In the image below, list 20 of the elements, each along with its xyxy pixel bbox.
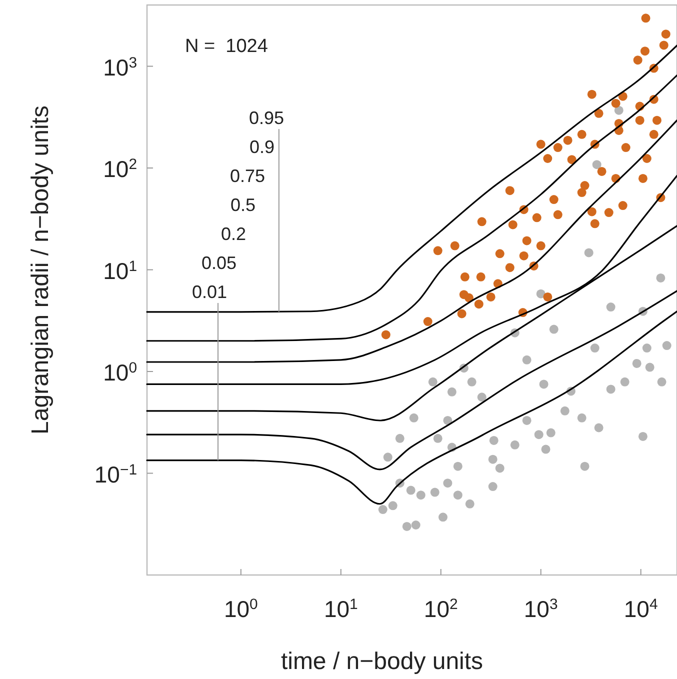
annotation: N = 1024 (185, 36, 268, 57)
x-axis-title: time / n−body units (280, 648, 484, 675)
y-tick-label: 10$^{2}$ (103, 156, 137, 182)
annotation: 0.95 (248, 108, 284, 128)
y-tick-label: 10$^{1}$ (103, 257, 137, 284)
x-tick-label: 10$^{3}$ (524, 596, 558, 622)
x-tick-label: 10$^{4}$ (624, 596, 658, 622)
y-tick-label: 10$^{0}$ (103, 359, 137, 386)
annotation: 0.9 (249, 137, 274, 157)
y-tick-label: 10$^{−1}$ (94, 460, 137, 488)
y-tick-label: 10$^{3}$ (103, 54, 137, 80)
annotation: 0.05 (201, 253, 236, 273)
y-axis-title: Lagrangian radii / n−body units (27, 106, 54, 434)
annotation: 0.75 (230, 166, 265, 186)
annotation: 0.5 (230, 195, 256, 215)
annotation: 0.2 (220, 224, 246, 244)
annotation: 0.01 (192, 282, 227, 302)
x-tick-label: 10$^{1}$ (324, 596, 358, 622)
x-tick-label: 10$^{2}$ (424, 596, 458, 622)
x-tick-label: 10$^{0}$ (224, 596, 258, 622)
